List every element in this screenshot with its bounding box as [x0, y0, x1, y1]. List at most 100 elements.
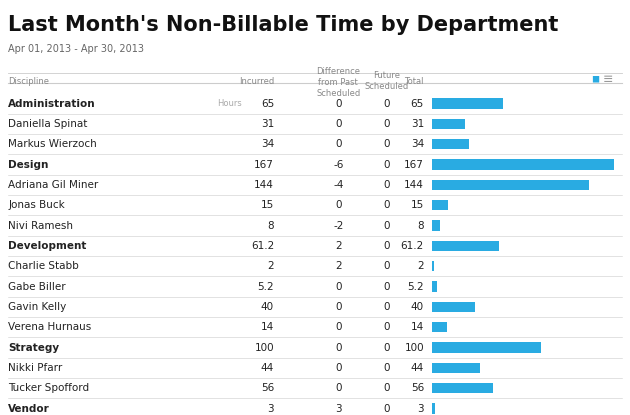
Text: Last Month's Non-Billable Time by Department: Last Month's Non-Billable Time by Depart… [8, 15, 559, 34]
Text: 0: 0 [383, 363, 389, 373]
Bar [432, 383, 493, 393]
Text: -4: -4 [333, 180, 343, 190]
Text: 0: 0 [335, 302, 341, 312]
Text: 44: 44 [411, 363, 424, 373]
Text: 5.2: 5.2 [258, 281, 274, 292]
Bar [432, 98, 503, 109]
Text: 144: 144 [404, 180, 424, 190]
Text: 0: 0 [335, 139, 341, 149]
Text: 0: 0 [335, 383, 341, 393]
Text: 61.2: 61.2 [251, 241, 274, 251]
Text: Tucker Spofford: Tucker Spofford [8, 383, 89, 393]
Text: 0: 0 [383, 220, 389, 231]
Text: Hours: Hours [217, 99, 242, 108]
Text: 0: 0 [335, 322, 341, 332]
Text: 15: 15 [411, 200, 424, 210]
Text: 0: 0 [335, 119, 341, 129]
Text: 3: 3 [335, 403, 341, 414]
Text: Gavin Kelly: Gavin Kelly [8, 302, 66, 312]
Text: Markus Wierzoch: Markus Wierzoch [8, 139, 97, 149]
Text: Difference
from Past
Scheduled: Difference from Past Scheduled [316, 67, 360, 98]
Text: 40: 40 [411, 302, 424, 312]
Text: 0: 0 [335, 200, 341, 210]
Text: 0: 0 [383, 322, 389, 332]
Text: 2: 2 [335, 241, 341, 251]
Bar [432, 302, 475, 312]
Text: 2: 2 [335, 261, 341, 271]
Text: 34: 34 [411, 139, 424, 149]
Text: 0: 0 [335, 363, 341, 373]
Text: Apr 01, 2013 - Apr 30, 2013: Apr 01, 2013 - Apr 30, 2013 [8, 44, 144, 54]
Bar [432, 281, 437, 292]
Text: Charlie Stabb: Charlie Stabb [8, 261, 79, 271]
Text: 0: 0 [383, 200, 389, 210]
Text: Future
Scheduled: Future Scheduled [364, 71, 408, 91]
Text: 65: 65 [411, 98, 424, 109]
Text: Development: Development [8, 241, 86, 251]
Text: 100: 100 [404, 342, 424, 353]
Text: 0: 0 [383, 159, 389, 170]
Text: 167: 167 [254, 159, 274, 170]
Text: Discipline: Discipline [8, 77, 49, 86]
Text: 8: 8 [267, 220, 274, 231]
Text: -6: -6 [333, 159, 343, 170]
Text: 65: 65 [261, 98, 274, 109]
Text: 61.2: 61.2 [401, 241, 424, 251]
Bar [432, 363, 479, 373]
Text: Jonas Buck: Jonas Buck [8, 200, 65, 210]
Text: 44: 44 [261, 363, 274, 373]
Bar [432, 322, 447, 332]
Text: Verena Hurnaus: Verena Hurnaus [8, 322, 91, 332]
Text: 31: 31 [261, 119, 274, 129]
Text: 0: 0 [383, 302, 389, 312]
Bar [432, 180, 589, 190]
Text: 0: 0 [335, 342, 341, 353]
Bar [432, 200, 448, 210]
Bar [432, 241, 498, 251]
Text: 0: 0 [383, 180, 389, 190]
Text: 14: 14 [411, 322, 424, 332]
Text: 0: 0 [383, 98, 389, 109]
Text: 0: 0 [383, 241, 389, 251]
Text: 2: 2 [417, 261, 424, 271]
Bar [432, 119, 466, 129]
Text: Incurred: Incurred [239, 77, 274, 86]
Text: Nivi Ramesh: Nivi Ramesh [8, 220, 73, 231]
Text: 14: 14 [261, 322, 274, 332]
Text: 40: 40 [261, 302, 274, 312]
Text: Total: Total [404, 77, 424, 86]
Bar [432, 342, 541, 353]
Text: 144: 144 [254, 180, 274, 190]
Text: 0: 0 [335, 281, 341, 292]
Text: 3: 3 [267, 403, 274, 414]
Text: 167: 167 [404, 159, 424, 170]
Text: Vendor: Vendor [8, 403, 50, 414]
Text: 56: 56 [411, 383, 424, 393]
Text: 0: 0 [335, 98, 341, 109]
Text: 0: 0 [383, 139, 389, 149]
Text: 0: 0 [383, 383, 389, 393]
Text: Strategy: Strategy [8, 342, 59, 353]
Text: ◼: ◼ [592, 74, 599, 84]
Text: Gabe Biller: Gabe Biller [8, 281, 66, 292]
Text: 0: 0 [383, 281, 389, 292]
Text: Administration: Administration [8, 98, 96, 109]
Text: 56: 56 [261, 383, 274, 393]
Bar [432, 159, 614, 170]
Bar [432, 139, 469, 149]
Bar [432, 220, 440, 231]
Text: 15: 15 [261, 200, 274, 210]
Text: -2: -2 [333, 220, 343, 231]
Bar [432, 261, 433, 271]
Text: Adriana Gil Miner: Adriana Gil Miner [8, 180, 98, 190]
Text: 0: 0 [383, 261, 389, 271]
Text: 8: 8 [417, 220, 424, 231]
Text: 0: 0 [383, 342, 389, 353]
Text: 34: 34 [261, 139, 274, 149]
Text: ≡: ≡ [603, 73, 613, 85]
Bar [432, 403, 435, 414]
Text: 2: 2 [267, 261, 274, 271]
Text: Daniella Spinat: Daniella Spinat [8, 119, 88, 129]
Text: 5.2: 5.2 [408, 281, 424, 292]
Text: Nikki Pfarr: Nikki Pfarr [8, 363, 62, 373]
